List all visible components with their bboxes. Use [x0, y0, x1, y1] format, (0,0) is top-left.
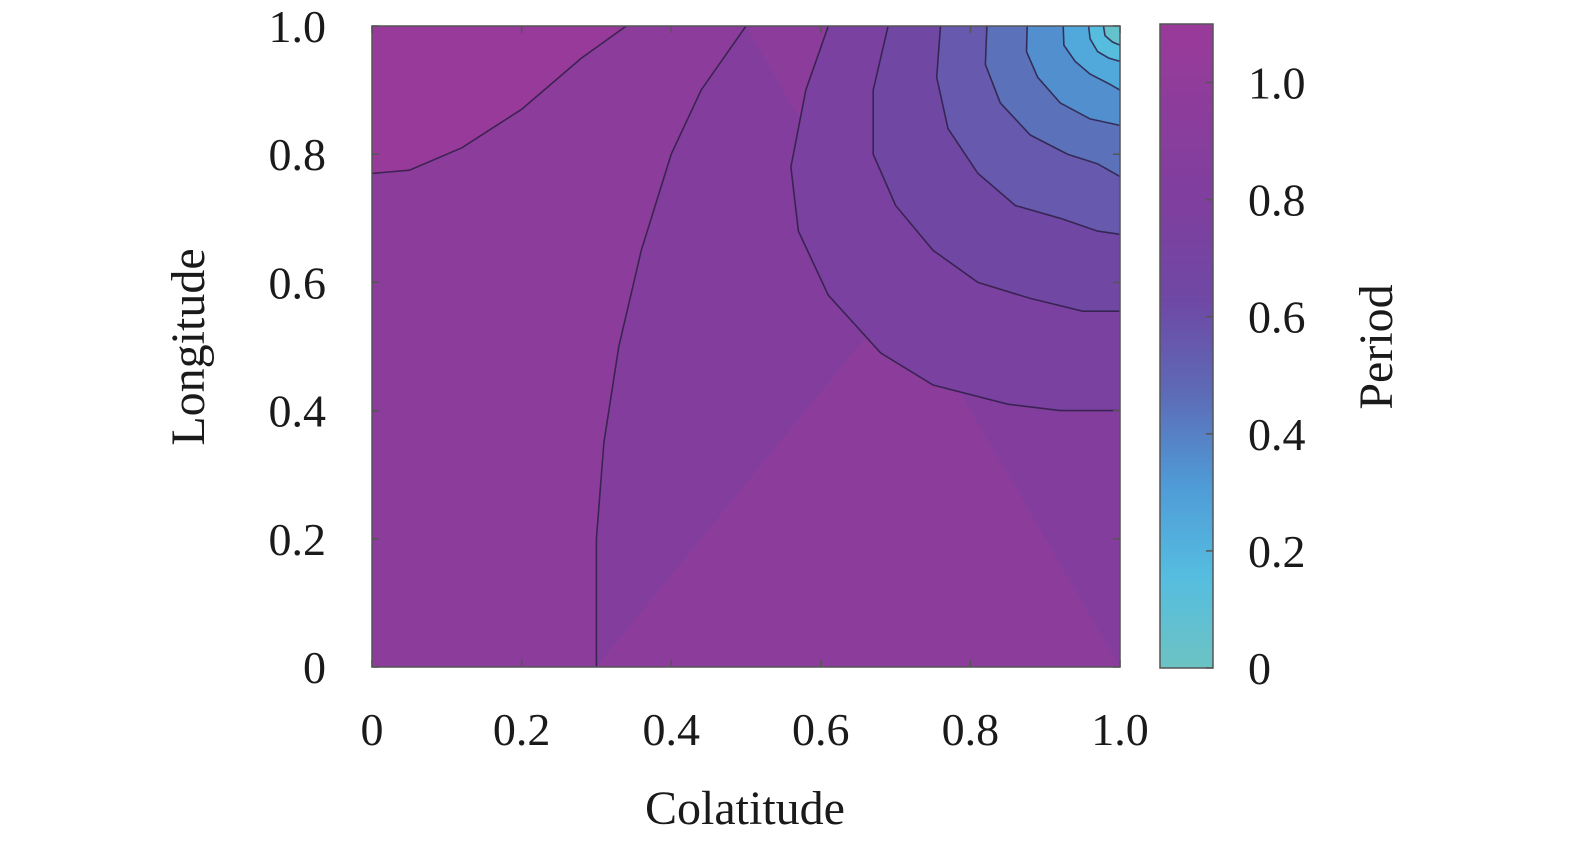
contour-line: [595, 26, 747, 667]
colorbar-tick-label: 0: [1248, 643, 1271, 694]
plot-frame: [371, 25, 1121, 668]
contour-line: [1062, 26, 1120, 91]
contour-band: [1103, 26, 1120, 46]
contour-line: [1025, 26, 1120, 127]
y-tick-label: 0.8: [269, 129, 327, 180]
x-tick-label: 0.2: [493, 704, 551, 755]
colorbar-gradient: [1159, 23, 1214, 669]
contour-line: [984, 26, 1120, 178]
y-tick-label: 1.0: [269, 1, 327, 52]
x-ticks: 0 0.2 0.4 0.6 0.8 1.0: [361, 26, 1149, 755]
contour-lines: [372, 26, 1120, 667]
colorbar: 0 0.2 0.4 0.6 0.8 1.0: [1159, 23, 1306, 694]
contour-line: [935, 26, 1120, 236]
contour-line: [872, 26, 1120, 312]
contour-line: [790, 26, 1120, 412]
contour-band: [596, 26, 1120, 667]
colorbar-ticks: 0 0.2 0.4 0.6 0.8 1.0: [1206, 58, 1306, 694]
colorbar-tick-label: 1.0: [1248, 58, 1306, 109]
colorbar-tick-label: 0.2: [1248, 526, 1306, 577]
x-tick-label: 0.6: [792, 704, 850, 755]
y-tick-label: 0.4: [269, 386, 327, 437]
contour-line: [372, 26, 627, 175]
colorbar-tick-label: 0.8: [1248, 175, 1306, 226]
colorbar-tick-label: 0.6: [1248, 292, 1306, 343]
x-tick-label: 1.0: [1091, 704, 1149, 755]
contour-line: [1087, 26, 1120, 63]
y-tick-label: 0.6: [269, 257, 327, 308]
y-tick-label: 0.2: [269, 514, 327, 565]
y-tick-label: 0: [303, 642, 326, 693]
x-axis-title: Colatitude: [645, 782, 845, 835]
contour-line: [1102, 26, 1120, 46]
x-tick-label: 0: [361, 704, 384, 755]
colorbar-title: Period: [1350, 284, 1403, 409]
contour-fills: [372, 26, 1120, 667]
plot-area: 0 0.2 0.4 0.6 0.8 1.0 0 0.2 0.4 0.6 0.8 1.0: [269, 1, 1149, 755]
y-ticks: 0 0.2 0.4 0.6 0.8 1.0: [269, 1, 1120, 693]
colorbar-tick-label: 0.4: [1248, 409, 1306, 460]
x-tick-label: 0.4: [642, 704, 700, 755]
x-tick-label: 0.8: [942, 704, 1000, 755]
contour-band: [372, 26, 627, 174]
y-axis-title: Longitude: [162, 248, 215, 445]
